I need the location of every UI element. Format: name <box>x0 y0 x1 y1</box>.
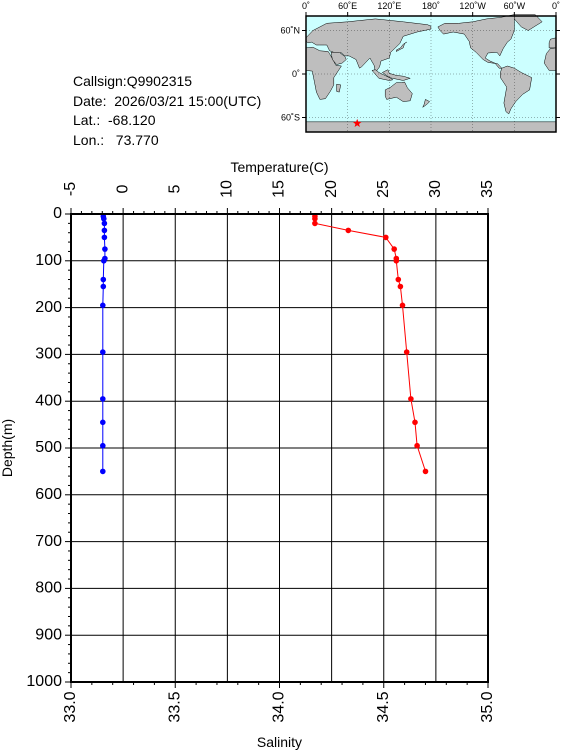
depth-tick-label: 800 <box>35 580 62 597</box>
map-lon-label: 0˚ <box>302 1 310 11</box>
temperature-tick-label: 25 <box>375 180 392 198</box>
salinity-point <box>399 302 406 309</box>
africa-land <box>305 46 342 100</box>
temperature-tick-label: 35 <box>479 180 496 198</box>
salinity-tick-label: 34.0 <box>271 691 288 722</box>
temperature-tick-label: -5 <box>62 182 79 196</box>
depth-tick-label: 200 <box>35 299 62 316</box>
salinity-point <box>312 220 318 227</box>
depth-axis-title: Depth(m) <box>0 419 15 477</box>
north-america-land <box>437 14 515 69</box>
salinity-point <box>414 442 420 449</box>
map-lat-label: 60˚N <box>280 26 300 36</box>
depth-tick-label: 500 <box>35 439 62 456</box>
salinity-point <box>403 349 410 355</box>
depth-tick-label: 0 <box>53 205 62 222</box>
temperature-point <box>100 276 107 283</box>
map-lat-label: 0˚ <box>292 69 300 79</box>
south-america-land <box>500 65 532 115</box>
salinity-profile-line <box>314 216 426 472</box>
temperature-point <box>101 227 108 234</box>
depth-tick-label: 300 <box>35 346 62 363</box>
temperature-point <box>101 258 107 264</box>
temperature-point <box>100 442 106 449</box>
salinity-point <box>383 234 389 241</box>
new-zealand-land <box>422 99 431 109</box>
salinity-point <box>393 258 400 264</box>
temperature-tick-label: 10 <box>219 180 236 198</box>
temperature-point <box>100 283 107 290</box>
longitude-text: Lon.: 73.770 <box>73 131 159 148</box>
depth-tick-label: 400 <box>35 392 62 409</box>
temperature-point <box>102 246 108 252</box>
date-text: Date: 2026/03/21 15:00(UTC) <box>73 92 262 109</box>
map-frame <box>305 15 557 133</box>
temperature-tick-label: 0 <box>114 184 131 193</box>
map-lon-label: 60˚E <box>338 1 357 11</box>
temperature-point <box>100 302 106 309</box>
temperature-tick-label: 20 <box>323 180 340 198</box>
salinity-point <box>391 246 398 252</box>
salinity-point <box>408 396 414 402</box>
chart-grid <box>70 213 489 683</box>
temperature-tick-label: 5 <box>166 184 183 193</box>
temperature-point <box>101 234 108 241</box>
latitude-text: Lat.: -68.120 <box>73 112 156 128</box>
indonesia-land <box>371 69 412 81</box>
arabia-land <box>330 52 347 65</box>
salinity-tick-label: 33.0 <box>62 691 79 722</box>
depth-tick-label: 1000 <box>26 673 62 690</box>
chart-series <box>100 213 429 475</box>
map-lat-label: 60˚S <box>281 113 300 123</box>
temperature-point <box>100 396 106 402</box>
salinity-point <box>345 227 352 234</box>
temperature-point <box>101 220 108 227</box>
float-info: Callsign:Q9902315 Date: 2026/03/21 15:00… <box>73 72 261 150</box>
map-lon-label: 120˚W <box>459 1 486 11</box>
temperature-profile-line <box>102 216 106 472</box>
salinity-point <box>422 468 429 475</box>
salinity-tick-label: 34.5 <box>375 691 392 722</box>
australia-land <box>384 81 413 102</box>
callsign-text: Callsign:Q9902315 <box>73 73 193 89</box>
salinity-tick-label: 33.5 <box>166 691 183 722</box>
temperature-tick-label: 30 <box>427 180 444 198</box>
location-star-icon <box>352 118 362 127</box>
depth-tick-label: 900 <box>35 626 62 643</box>
depth-tick-label: 100 <box>35 252 62 269</box>
temperature-point <box>100 419 106 426</box>
madagascar-land <box>336 83 341 93</box>
temperature-tick-label: 15 <box>271 180 288 198</box>
map-lon-label: 120˚E <box>377 1 401 11</box>
salinity-point <box>312 215 318 222</box>
temperature-axis-title: Temperature(C) <box>230 159 328 175</box>
depth-tick-label: 700 <box>35 533 62 550</box>
depth-tick-label: 600 <box>35 486 62 503</box>
salinity-point <box>395 276 402 283</box>
salinity-point <box>397 283 404 290</box>
salinity-tick-label: 35.0 <box>479 691 496 722</box>
temperature-point <box>100 468 106 475</box>
salinity-point <box>412 419 418 426</box>
map-lon-label: 180˚ <box>422 1 440 11</box>
map-lon-label: 60˚W <box>504 1 526 11</box>
map-lon-label: 0˚ <box>552 1 560 11</box>
temperature-point <box>100 349 106 355</box>
japan-land <box>396 41 407 52</box>
temperature-point <box>101 215 107 222</box>
salinity-axis-title: Salinity <box>257 734 302 750</box>
